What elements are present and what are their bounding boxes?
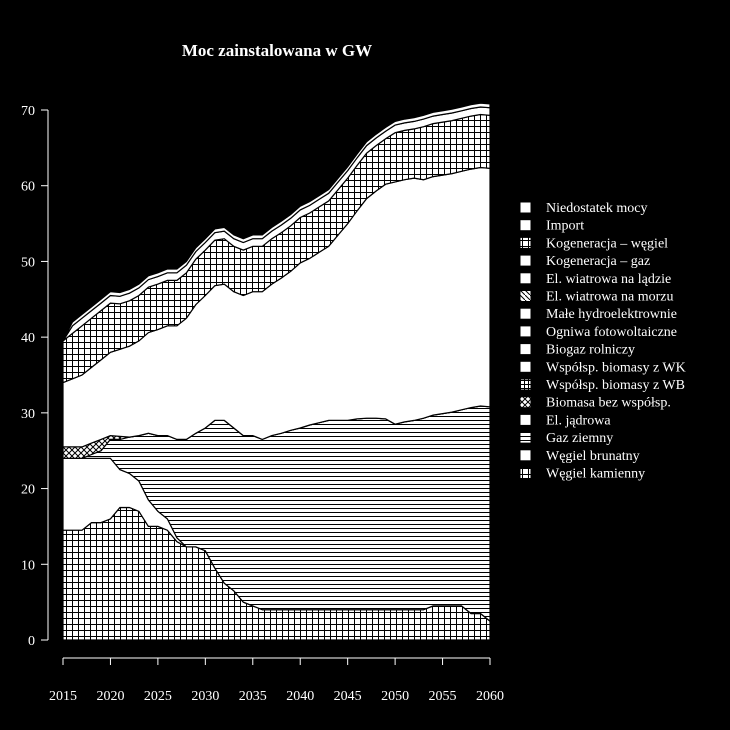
chart-title: Moc zainstalowana w GW	[182, 41, 372, 60]
x-tick-label: 2015	[49, 689, 77, 704]
legend-swatch	[519, 413, 532, 426]
legend-label: Węgiel kamienny	[546, 467, 645, 482]
legend-swatch	[519, 272, 532, 285]
y-tick-label: 70	[21, 104, 35, 119]
legend-label: Współsp. biomasy z WK	[546, 360, 686, 375]
legend-label: Gaz ziemny	[546, 431, 613, 446]
legend-swatch	[519, 201, 532, 214]
legend-label: Biogaz rolniczy	[546, 343, 635, 358]
legend: Niedostatek mocy Import Kogeneracja – węgi…	[519, 201, 686, 482]
x-tick-label: 2060	[476, 689, 504, 704]
legend-swatch	[519, 378, 532, 391]
x-tick-label: 2055	[429, 689, 457, 704]
legend-label: El. wiatrowa na lądzie	[546, 272, 671, 287]
legend-swatch	[519, 307, 532, 320]
y-axis: 0 10 20 30 40 50 60 70	[21, 104, 49, 649]
y-tick-label: 10	[21, 558, 35, 573]
legend-label: Małe hydroelektrownie	[546, 307, 677, 322]
legend-label: Biomasa bez współsp.	[546, 396, 671, 411]
y-tick-label: 30	[21, 407, 35, 422]
area-layers	[62, 102, 491, 641]
legend-swatch	[519, 343, 532, 356]
x-tick-label: 2050	[381, 689, 409, 704]
legend-swatch	[519, 467, 532, 479]
legend-label: Kogeneracja – węgiel	[546, 236, 668, 251]
area-niedostatek-mocy	[62, 102, 491, 342]
y-tick-label: 40	[21, 331, 35, 346]
legend-label: Ogniwa fotowoltaiczne	[546, 325, 677, 340]
legend-label: Import	[546, 219, 584, 234]
legend-label: Niedostatek mocy	[546, 201, 647, 216]
y-tick-label: 50	[21, 255, 35, 270]
legend-swatch	[519, 449, 532, 462]
legend-swatch	[519, 290, 532, 302]
x-tick-label: 2020	[96, 689, 124, 704]
legend-swatch	[519, 254, 532, 267]
legend-swatch	[519, 219, 532, 232]
legend-label: El. jądrowa	[546, 413, 611, 428]
x-tick-label: 2030	[191, 689, 219, 704]
legend-label: Współsp. biomasy z WB	[546, 378, 685, 393]
x-axis: 2015 2020 2025 2030 2035 2040 2045 2050 2055 2060	[49, 657, 504, 704]
x-tick-label: 2025	[144, 689, 172, 704]
y-tick-label: 0	[28, 634, 35, 649]
x-tick-label: 2035	[239, 689, 267, 704]
x-tick-label: 2045	[334, 689, 362, 704]
legend-label: Kogeneracja – gaz	[546, 254, 650, 269]
legend-swatch	[519, 360, 532, 373]
y-tick-label: 60	[21, 180, 35, 195]
legend-label: Węgiel brunatny	[546, 449, 640, 464]
legend-label: El. wiatrowa na morzu	[546, 290, 674, 305]
legend-swatch	[519, 396, 532, 409]
legend-swatch	[519, 431, 532, 444]
legend-swatch	[519, 236, 532, 249]
y-tick-label: 20	[21, 483, 35, 498]
x-tick-label: 2040	[286, 689, 314, 704]
legend-swatch	[519, 325, 532, 338]
